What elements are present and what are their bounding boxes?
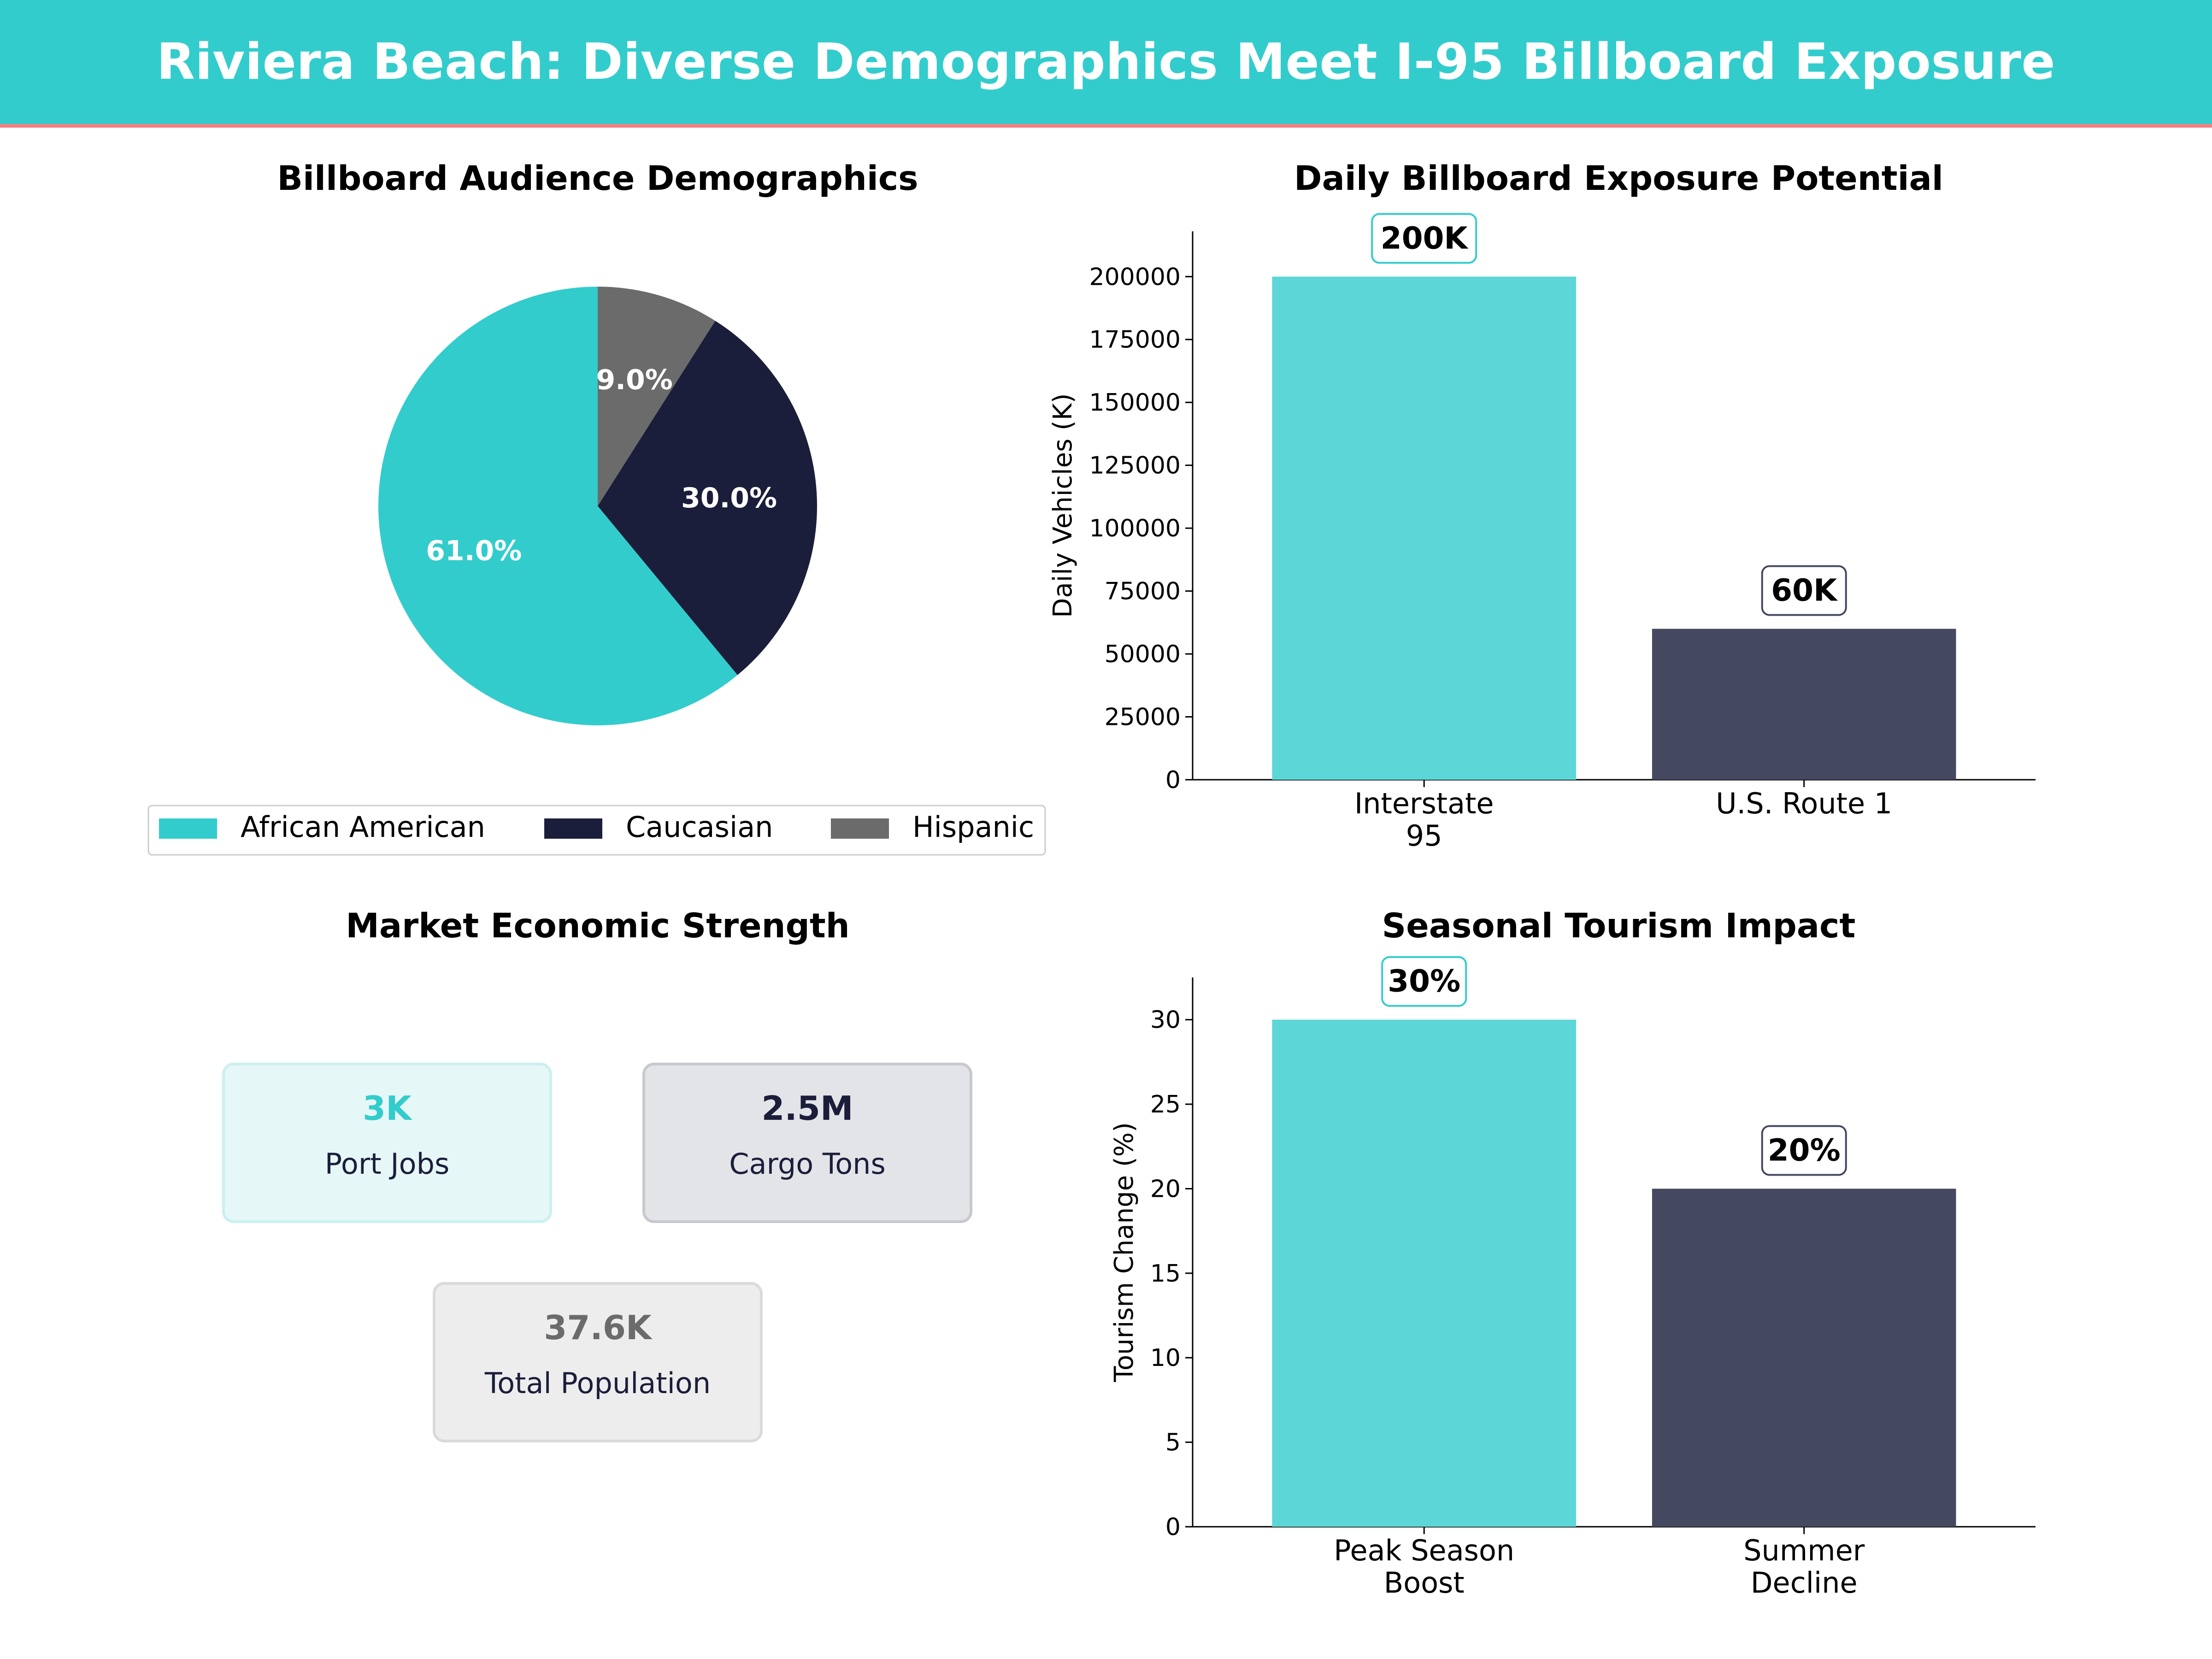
pie-label-hispanic: 9.0% [596,364,672,396]
kpi-card-cargo-tons: 2.5M Cargo Tons [642,1063,972,1223]
tourism-y-tick-label: 30 [1150,1006,1181,1034]
exposure-x-tick-label: U.S. Route 1 [1716,787,1892,820]
tourism-y-tick-label: 10 [1150,1344,1181,1372]
legend-swatch-hispanic [831,818,889,839]
exposure-y-tick-label: 200000 [1089,263,1181,291]
pie-label-african-american: 61.0% [426,535,522,567]
kpi-label: Total Population [484,1366,711,1400]
tourism-y-tick-label: 15 [1150,1260,1181,1288]
exposure-y-tick-label: 50000 [1105,641,1181,668]
tourism-bar-peak-season-boost [1272,1019,1577,1527]
pie-slice-hispanic [598,287,716,506]
page-title: Riviera Beach: Diverse Demographics Meet… [156,33,2056,91]
exposure-x-tick-label: 95 [1406,819,1442,853]
kpi-value: 2.5M [761,1089,853,1128]
pie-slice-caucasian [598,321,817,675]
kpi-card-total-population: 37.6K Total Population [433,1282,763,1442]
kpi-value: 3K [363,1089,412,1128]
kpi-card-frame [222,1063,552,1223]
exposure-value-label: 200K [1381,220,1469,256]
pie-label-caucasian: 30.0% [681,482,777,514]
demographics-pie-panel: Billboard Audience Demographics 61.0% 30.0… [147,159,1046,856]
tourism-value-label: 20% [1768,1132,1841,1168]
economic-strength-panel: Market Economic Strength 3K Port Jobs 2.5M C… [222,906,972,1442]
exposure-y-tick-label: 125000 [1089,452,1181,480]
tourism-bar-summer-decline [1652,1188,1956,1527]
tourism-title: Seasonal Tourism Impact [1382,906,1856,946]
exposure-bar-panel: Daily Billboard Exposure Potential 0 25000… [1048,159,2036,853]
tourism-x-tick-label: Summer [1743,1534,1865,1567]
exposure-y-tick-label: 75000 [1105,578,1181,606]
tourism-y-axis-label: Tourism Change (%) [1109,1122,1139,1382]
exposure-value-badge [1371,213,1477,264]
exposure-y-tick-label: 25000 [1105,704,1181,731]
pie-chart-title: Billboard Audience Demographics [277,159,918,198]
kpi-card-frame [642,1063,972,1223]
exposure-y-tick-label: 175000 [1089,326,1181,354]
tourism-bar-panel: Seasonal Tourism Impact 0 5 10 15 20 25 30 Touri… [1109,906,2036,1600]
tourism-y-tick-label: 5 [1165,1429,1181,1457]
exposure-bar-interstate-95 [1272,276,1577,780]
exposure-value-badge [1761,565,1847,616]
exposure-value-label: 60K [1771,572,1838,608]
exposure-bar-u-s-route-1 [1652,629,1956,780]
tourism-x-tick-label: Decline [1751,1566,1858,1600]
kpi-label: Port Jobs [325,1147,450,1181]
exposure-x-tick-label: Interstate [1354,787,1494,820]
exposure-y-tick-label: 150000 [1089,389,1181,417]
tourism-value-badge [1761,1125,1847,1176]
kpi-panel-title: Market Economic Strength [346,906,850,946]
kpi-label: Cargo Tons [729,1147,886,1181]
exposure-y-axis-label: Daily Vehicles (K) [1048,393,1078,618]
tourism-value-badge [1381,956,1467,1007]
legend-label-hispanic: Hispanic [912,810,1034,844]
tourism-x-tick-label: Boost [1384,1566,1465,1600]
tourism-value-label: 30% [1388,964,1460,999]
pie-legend: African American Caucasian Hispanic [147,805,1046,856]
exposure-title: Daily Billboard Exposure Potential [1294,159,1943,198]
kpi-value: 37.6K [544,1308,653,1347]
tourism-y-tick-label: 20 [1150,1175,1181,1203]
tourism-y-tick-label: 25 [1150,1091,1181,1118]
exposure-y-tick-label: 100000 [1089,515,1181,542]
legend-label-african-american: African American [241,810,485,844]
kpi-card-frame [433,1282,763,1442]
tourism-x-tick-label: Peak Season [1334,1534,1514,1567]
tourism-y-tick-label: 0 [1165,1513,1181,1541]
exposure-y-tick-label: 0 [1165,766,1181,794]
legend-swatch-caucasian [544,818,602,839]
kpi-card-port-jobs: 3K Port Jobs [222,1063,552,1223]
legend-swatch-african-american [159,818,217,839]
legend-label-caucasian: Caucasian [626,810,773,844]
pie-slice-african-american [378,287,738,726]
header-banner: Riviera Beach: Diverse Demographics Meet… [0,0,2212,128]
